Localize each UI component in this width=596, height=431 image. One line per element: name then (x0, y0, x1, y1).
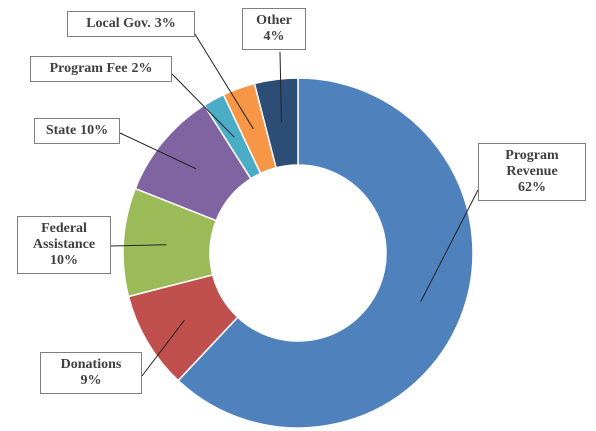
label-value: 4% (263, 29, 285, 44)
data-label: Other 4% (242, 8, 306, 50)
label-value: 10% (50, 253, 78, 268)
leaders (110, 25, 479, 377)
data-label: Federal Assistance 10% (17, 216, 111, 274)
leader-line (119, 132, 197, 170)
leader-line (420, 189, 479, 302)
label-name: Program Fee (49, 61, 128, 76)
label-name: State (45, 123, 77, 138)
label-value: 62% (518, 180, 546, 195)
label-name: Other (256, 13, 292, 28)
leader-line (171, 73, 235, 138)
data-label: Program Revenue 62% (478, 143, 586, 201)
label-name: Local Gov. (86, 16, 151, 31)
label-value: 3% (154, 16, 176, 31)
leader-line (141, 319, 185, 377)
data-label: State 10% (34, 118, 120, 144)
label-value: 2% (131, 61, 153, 76)
donut-slice (177, 77, 474, 429)
donut-slice (253, 77, 299, 169)
label-value: 9% (80, 373, 102, 388)
leader-line (189, 25, 254, 130)
data-label: Program Fee 2% (30, 56, 172, 82)
label-name: Program Revenue (505, 148, 559, 179)
leader-line (110, 244, 167, 247)
leader-line (279, 51, 282, 123)
data-label: Donations 9% (40, 352, 142, 394)
data-label: Local Gov. 3% (67, 11, 195, 37)
label-name: Donations (60, 357, 122, 372)
slices (122, 77, 474, 429)
label-name: Federal Assistance (32, 221, 96, 252)
label-value: 10% (80, 123, 109, 138)
